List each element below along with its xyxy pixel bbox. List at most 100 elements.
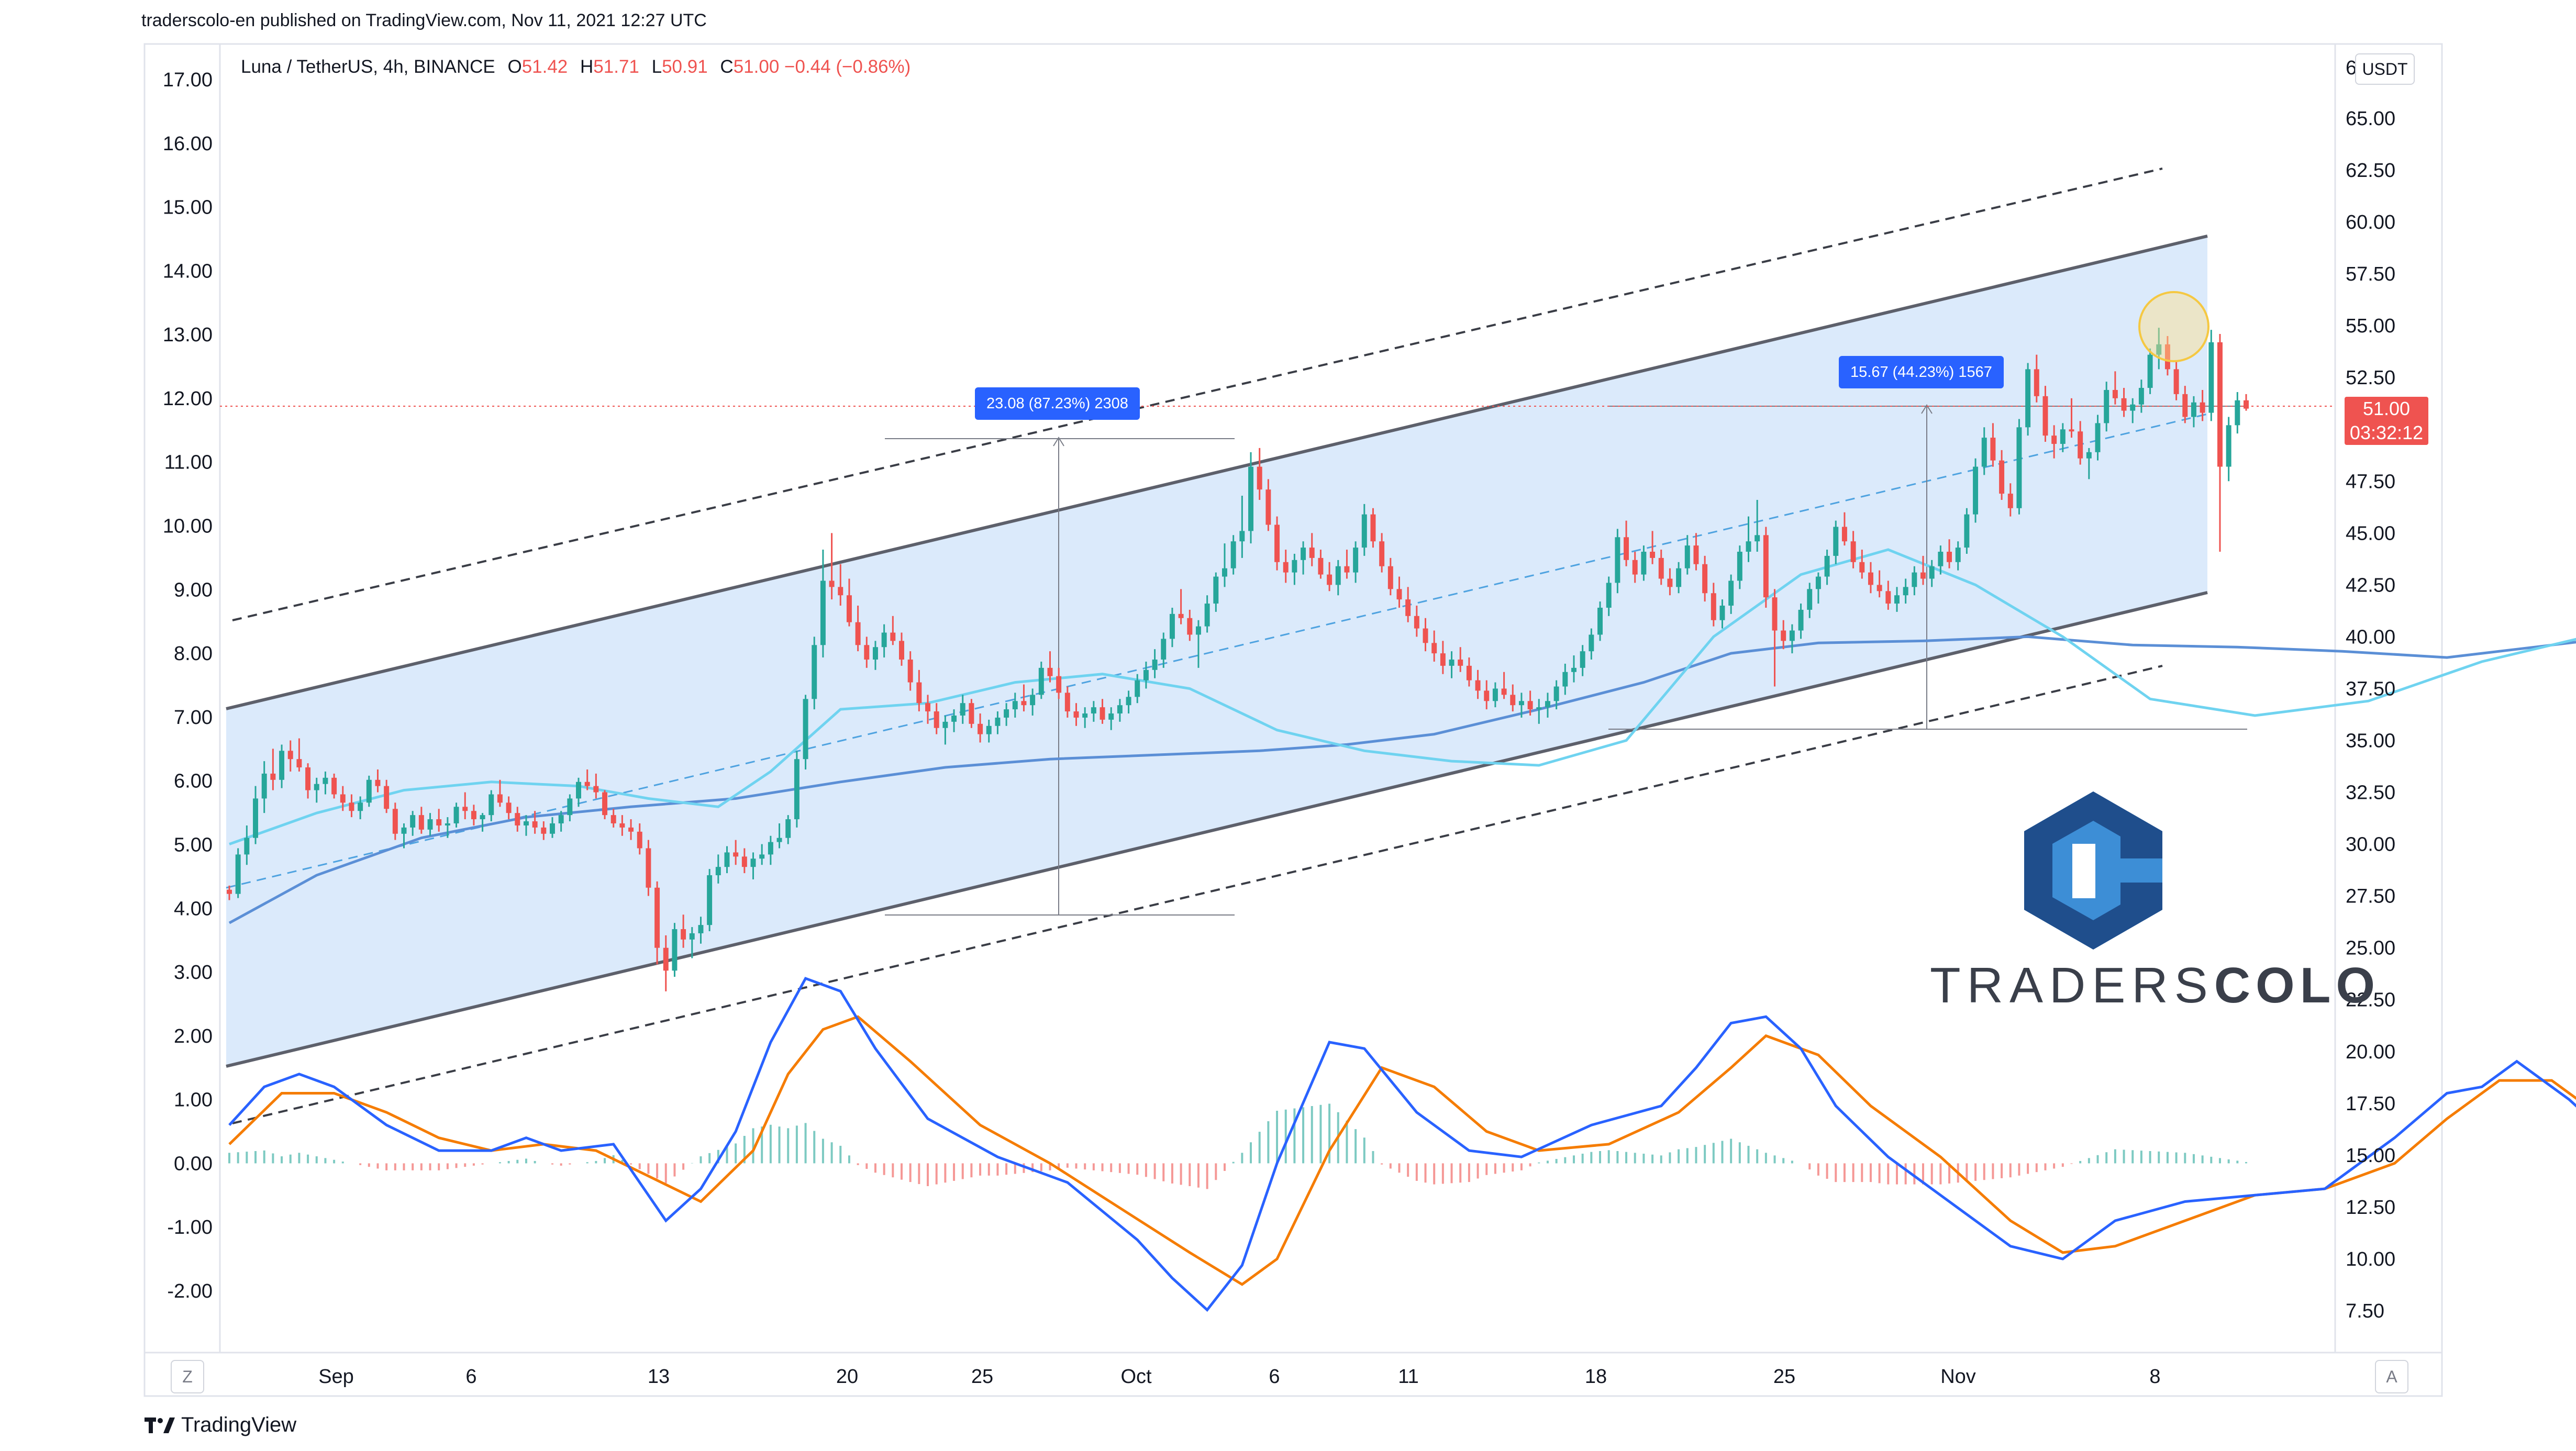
auto-scale-button[interactable]: A bbox=[2375, 1360, 2408, 1393]
candle bbox=[1536, 699, 1542, 724]
candle-body bbox=[698, 925, 704, 933]
candle-body bbox=[733, 852, 739, 857]
macd-tick-label: 13.00 bbox=[163, 324, 213, 346]
candle-body bbox=[471, 811, 476, 820]
candle-body bbox=[1658, 557, 1664, 579]
candle bbox=[1553, 680, 1559, 710]
candle-body bbox=[506, 802, 512, 813]
candle bbox=[1379, 533, 1385, 573]
candle-body bbox=[768, 842, 773, 855]
candle-body bbox=[1414, 616, 1419, 629]
candle-body bbox=[1064, 693, 1070, 712]
candle bbox=[1947, 539, 1952, 568]
candle bbox=[2147, 348, 2153, 394]
candle bbox=[253, 786, 259, 844]
candle-body bbox=[576, 782, 581, 799]
candle bbox=[1038, 661, 1044, 699]
candle-body bbox=[934, 711, 939, 728]
price-tick-label: 12.50 bbox=[2346, 1197, 2395, 1219]
tradingview-footer[interactable]: TradingView bbox=[145, 1413, 296, 1437]
candle bbox=[1903, 578, 1908, 604]
candle bbox=[1431, 630, 1437, 662]
candle-body bbox=[1597, 607, 1603, 635]
candle-body bbox=[1711, 593, 1716, 620]
candle bbox=[392, 802, 398, 840]
candle-body bbox=[2007, 494, 2013, 508]
time-tick-label: 20 bbox=[836, 1366, 858, 1388]
traderscolo-logo bbox=[2024, 791, 2162, 950]
candle bbox=[471, 805, 476, 825]
candle bbox=[855, 606, 861, 652]
candle bbox=[2121, 388, 2127, 417]
candle bbox=[681, 914, 686, 948]
candle-body bbox=[1841, 527, 1847, 542]
channel-outer-lower-line[interactable] bbox=[232, 665, 2163, 1124]
candle bbox=[314, 777, 319, 803]
candle-body bbox=[1475, 680, 1481, 691]
price-tick-label: 62.50 bbox=[2346, 160, 2395, 182]
tradingview-label: TradingView bbox=[181, 1413, 297, 1436]
candle bbox=[1492, 682, 1498, 708]
candle bbox=[1807, 583, 1813, 618]
close-label: C bbox=[720, 57, 734, 77]
candle bbox=[1999, 450, 2005, 500]
candle-body bbox=[2069, 429, 2074, 432]
channel-median-line[interactable] bbox=[226, 413, 2208, 889]
currency-button[interactable]: USDT bbox=[2355, 53, 2415, 85]
candle-body bbox=[1466, 665, 1472, 680]
candle bbox=[812, 637, 817, 710]
candle bbox=[1213, 572, 1219, 612]
candle-body bbox=[2130, 404, 2136, 411]
measure-label-2[interactable]: 15.67 (44.23%) 1567 bbox=[1839, 356, 2004, 388]
candle-body bbox=[969, 703, 974, 724]
candle-body bbox=[995, 717, 1001, 726]
candle bbox=[1964, 508, 1970, 554]
candle-body bbox=[1859, 562, 1865, 573]
candle bbox=[610, 809, 616, 828]
candle bbox=[523, 815, 529, 836]
candle bbox=[1021, 684, 1027, 712]
candle-body bbox=[445, 823, 450, 825]
candle-body bbox=[1606, 583, 1612, 608]
candle bbox=[1327, 562, 1333, 591]
channel-upper-line[interactable] bbox=[226, 235, 2208, 710]
candle bbox=[1004, 703, 1009, 726]
candle bbox=[550, 817, 555, 838]
candle bbox=[1030, 688, 1036, 716]
brand-wordmark: TRADERSCOLO bbox=[1930, 957, 2380, 1014]
candle-body bbox=[1204, 604, 1210, 627]
candle bbox=[1449, 651, 1454, 678]
candle-body bbox=[227, 889, 232, 894]
candle bbox=[1667, 568, 1673, 596]
candle-body bbox=[331, 777, 337, 795]
candle bbox=[776, 823, 782, 849]
candle bbox=[2208, 330, 2214, 421]
candle bbox=[287, 740, 293, 772]
macd-tick-label: 7.00 bbox=[174, 707, 213, 729]
candle-body bbox=[1361, 514, 1367, 548]
time-axis-left-button[interactable]: Z bbox=[171, 1360, 204, 1393]
candle-body bbox=[2244, 400, 2249, 409]
candle-body bbox=[584, 782, 590, 786]
candle-body bbox=[1353, 548, 1359, 573]
candle-body bbox=[1431, 643, 1437, 654]
candle bbox=[1781, 620, 1786, 650]
macd-tick-label: 3.00 bbox=[174, 962, 213, 984]
candle-body bbox=[881, 632, 887, 648]
brand-light: TRADERS bbox=[1930, 957, 2214, 1013]
symbol-title[interactable]: Luna / TetherUS, 4h, BINANCE bbox=[241, 57, 495, 77]
candle-body bbox=[1562, 672, 1568, 687]
channel-lower-line[interactable] bbox=[226, 591, 2208, 1068]
candle bbox=[1257, 448, 1262, 500]
time-tick-label: 25 bbox=[971, 1366, 993, 1388]
candle bbox=[1763, 527, 1769, 608]
channel-outer-upper-line[interactable] bbox=[232, 168, 2163, 621]
candle bbox=[1641, 545, 1647, 581]
candle bbox=[1518, 693, 1524, 718]
candle bbox=[2086, 448, 2092, 479]
macd-tick-label: 9.00 bbox=[174, 579, 213, 601]
highlight-circle[interactable] bbox=[2138, 291, 2209, 362]
measure-label-1[interactable]: 23.08 (87.23%) 2308 bbox=[975, 387, 1140, 420]
candle-body bbox=[1807, 589, 1813, 610]
